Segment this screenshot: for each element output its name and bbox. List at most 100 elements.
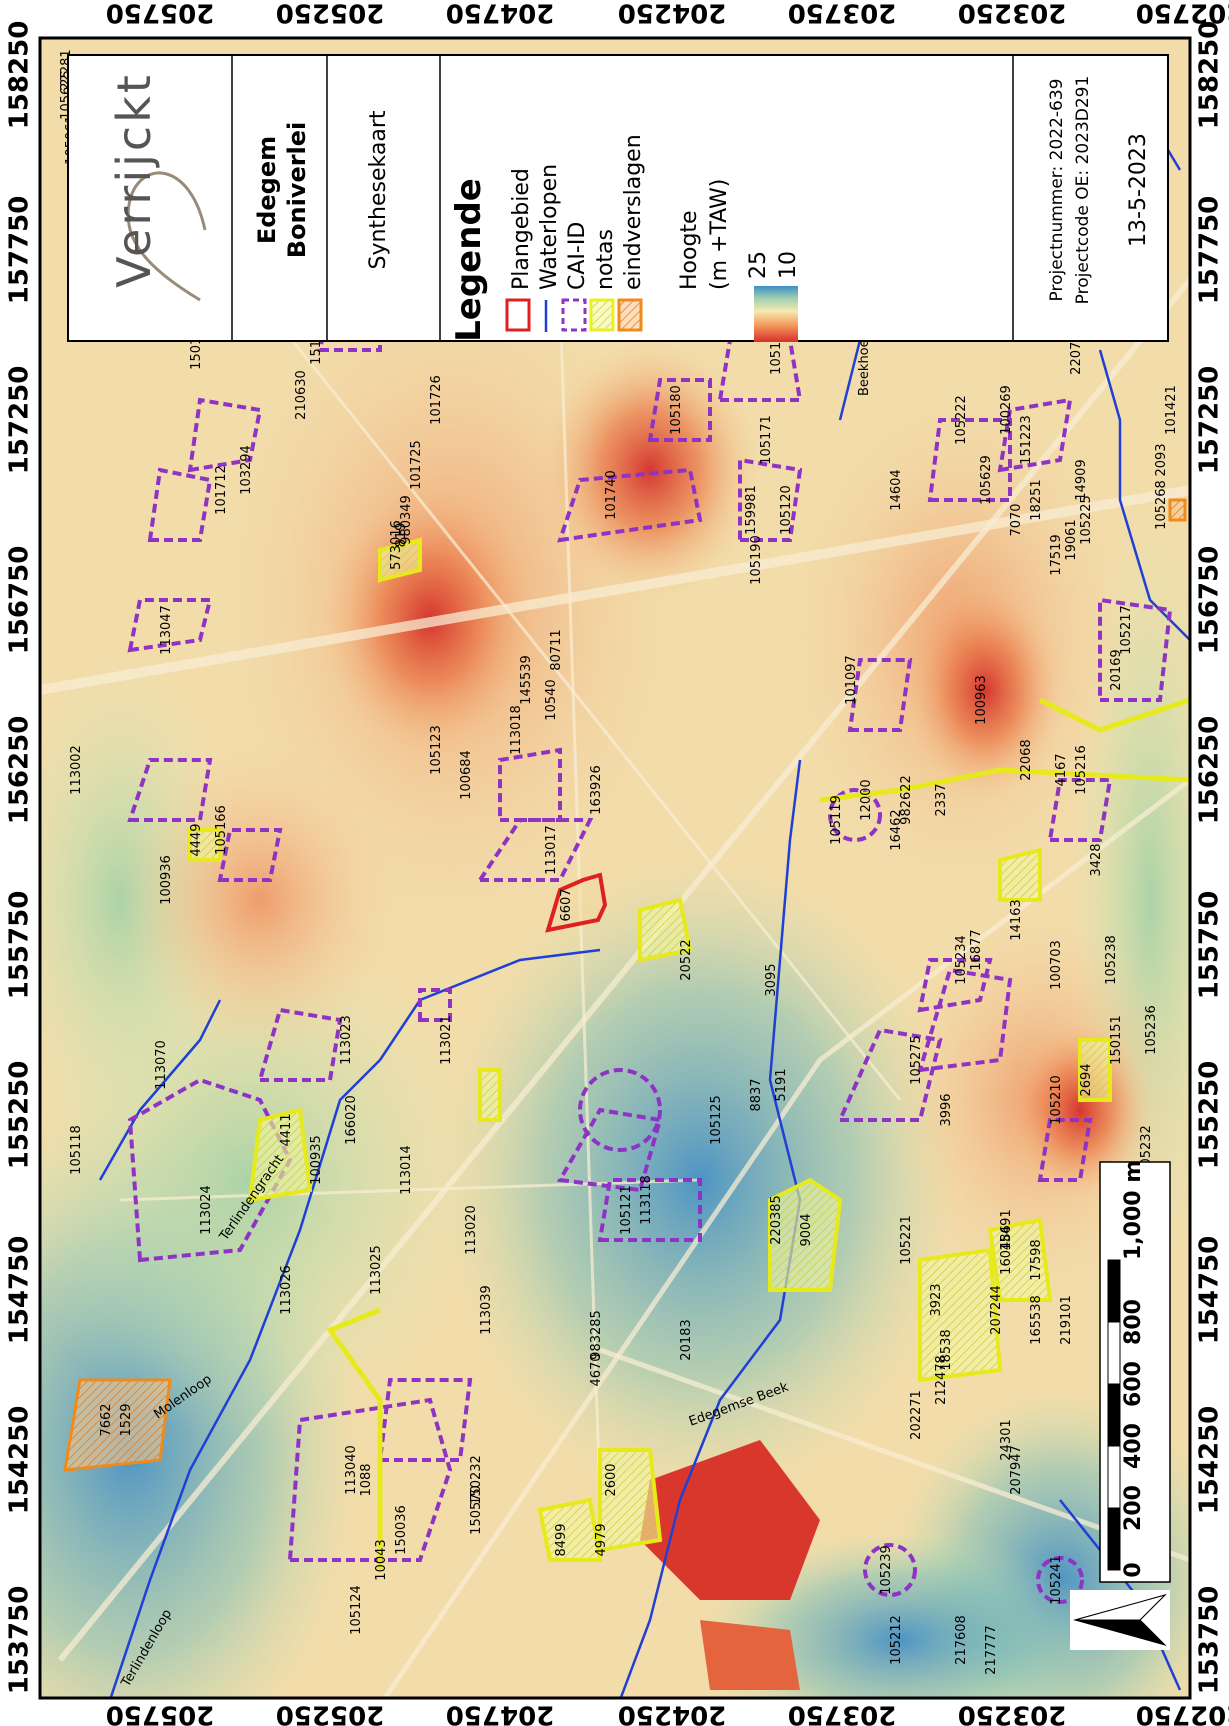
site-id-label: 20522 — [679, 939, 694, 980]
coord-top-label: 203250 — [958, 0, 1067, 28]
legend-item-label: eindverslagen — [621, 134, 646, 290]
coord-right-label: 157750 — [1195, 196, 1225, 305]
site-id-label: 105212 — [889, 1615, 904, 1665]
site-id-label: 105190 — [749, 535, 764, 585]
legend-item-label: notas — [593, 229, 618, 290]
legend-height-title: Hoogte — [677, 210, 702, 290]
site-id-label: 4670 — [589, 1353, 604, 1386]
coord-left-label: 154750 — [5, 1236, 35, 1345]
site-id-label: 105236 — [1144, 1005, 1159, 1055]
site-id-label: 6607 — [559, 888, 574, 921]
site-id-label: 113047 — [159, 605, 174, 655]
site-id-label: 1088 — [359, 1463, 374, 1496]
eindverslagen-polygon — [63, 1378, 172, 1472]
site-id-label: 202271 — [909, 1390, 924, 1440]
elevation-high-zone-2 — [540, 340, 760, 600]
site-id-label: 113040 — [344, 1445, 359, 1495]
site-id-label: 113020 — [464, 1205, 479, 1255]
site-id-label: 80711 — [549, 629, 564, 670]
site-id-label: 1529 — [119, 1403, 134, 1436]
site-id-label: 105118 — [69, 1125, 84, 1175]
site-id-label: 2337 — [934, 783, 949, 816]
site-id-label: 12000 — [859, 779, 874, 820]
site-id-label: 101726 — [429, 375, 444, 425]
site-id-label: 105119 — [829, 795, 844, 845]
quarry-pit — [640, 1440, 820, 1600]
logo-text: Verrijckt — [107, 72, 161, 288]
scale-bar-segment — [1107, 1507, 1121, 1571]
site-id-label: 10540 — [544, 679, 559, 720]
site-id-label: 207947 — [1009, 1445, 1024, 1495]
coord-left-label: 157750 — [5, 196, 35, 305]
site-id-label: 3923 — [929, 1283, 944, 1316]
notas-lines — [326, 697, 1190, 1570]
coord-bottom-label: 205750 — [106, 1700, 215, 1726]
scale-bar-tick-label: 400 — [1121, 1423, 1146, 1469]
elevation-high-zone-east — [905, 580, 1065, 800]
coord-right-label: 155750 — [1195, 891, 1225, 1000]
scale-bar-segment — [1107, 1383, 1121, 1447]
site-id-label: 101097 — [844, 655, 859, 705]
site-id-label: 4411 — [279, 1113, 294, 1146]
coord-right-label: 156750 — [1195, 546, 1225, 655]
site-id-label: 159981 — [744, 485, 759, 535]
site-id-label: 9004 — [799, 1213, 814, 1246]
site-id-label: 7070 — [1009, 503, 1024, 536]
coord-bottom-label: 203750 — [788, 1700, 897, 1726]
site-id-label: 980349 — [399, 495, 414, 545]
north-arrow-label: N — [1119, 1619, 1140, 1634]
site-id-label: 113014 — [399, 1145, 414, 1195]
site-id-label: 4449 — [189, 823, 204, 856]
site-id-label: 3428 — [1089, 843, 1104, 876]
site-id-label: 105275 — [909, 1035, 924, 1085]
site-id-label: 819 — [394, 523, 409, 548]
site-id-label: 105125 — [709, 1095, 724, 1145]
north-arrow: N — [1070, 1590, 1170, 1650]
site-id-label: 219101 — [1059, 1295, 1074, 1345]
site-id-label: 113070 — [154, 1040, 169, 1090]
coord-bottom-label: 205250 — [276, 1700, 385, 1726]
site-id-label: 100684 — [459, 750, 474, 800]
coord-left-label: 153750 — [5, 1586, 35, 1695]
site-id-label: 105216 — [1074, 745, 1089, 795]
scale-bar-tick-label: 1,000 m — [1121, 1160, 1146, 1260]
project-code-oe: Projectcode OE: 2023D291 — [1073, 76, 1093, 305]
scale-bar-segment — [1107, 1445, 1121, 1509]
site-id-label: 150036 — [394, 1505, 409, 1555]
map-frame — [38, 36, 1192, 1700]
coord-left-label: 154250 — [5, 1406, 35, 1515]
scale-bar-tick-label: 600 — [1121, 1361, 1146, 1407]
coord-right-label: 153750 — [1195, 1586, 1225, 1695]
site-id-label: 7662 — [99, 1403, 114, 1436]
coord-left-label: 157250 — [5, 366, 35, 475]
coord-top-label: 203750 — [788, 0, 897, 28]
site-id-label: 100703 — [1049, 940, 1064, 990]
coordinate-grid-labels: 205750 205250 204750 204250 203750 203250 2027… — [5, 0, 1229, 1726]
height-color-ramp — [754, 286, 798, 342]
coord-top-label: 202750 — [1136, 0, 1229, 28]
site-id-label: 19061 — [1064, 519, 1079, 560]
site-id-label: 14909 — [1074, 459, 1089, 500]
coord-bottom-label: 202750 — [1136, 1700, 1229, 1726]
site-id-label: 105120 — [779, 485, 794, 535]
site-id-label: 105210 — [1049, 1075, 1064, 1125]
legend-height-min: 10 — [776, 251, 801, 279]
site-id-label: 105166 — [214, 805, 229, 855]
legend-item-label: Plangebied — [509, 168, 534, 290]
site-id-label: 105217 — [1119, 605, 1134, 655]
site-id-label: 150570 — [469, 1485, 484, 1535]
site-id-label: 217608 — [954, 1615, 969, 1665]
notas-polygons — [188, 537, 1112, 1562]
site-id-label: 113026 — [279, 1265, 294, 1315]
site-id-label: 217777 — [984, 1625, 999, 1675]
coord-top-label: 204750 — [446, 0, 555, 28]
site-id-label: 8837 — [749, 1078, 764, 1111]
site-id-label: 151223 — [1019, 415, 1034, 465]
cai-polygons — [127, 298, 1173, 1604]
site-id-label: 212478 — [934, 1355, 949, 1405]
project-number: Projectnummer: 2022-639 — [1047, 79, 1067, 302]
scale-bar-segment — [1107, 1259, 1121, 1323]
legend-title: Legende — [449, 178, 489, 342]
site-id-label: 163926 — [589, 765, 604, 815]
